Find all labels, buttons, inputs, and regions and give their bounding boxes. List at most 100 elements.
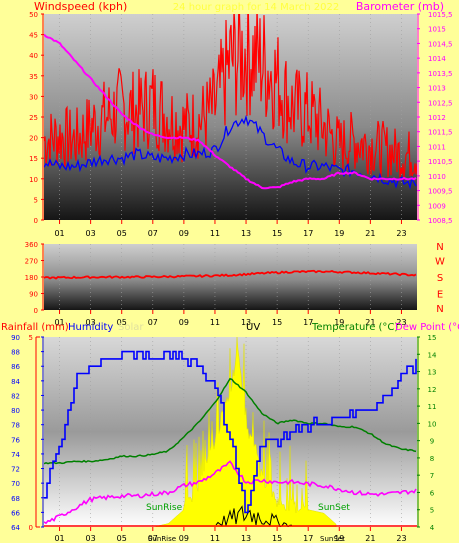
compass-label: E (437, 290, 443, 301)
pressure-tick-label: 1013 (428, 85, 446, 93)
compass-label: S (437, 273, 443, 284)
humidity-tick-label: 82 (11, 392, 20, 400)
hour-tick-label: 15 (272, 534, 282, 543)
chart-title: 24 hour graph for 14 March 2022 (173, 2, 339, 13)
hour-tick-label: 03 (86, 229, 96, 238)
wind-tick-label: 30 (29, 93, 38, 101)
sunrise-axis-marker: SunRise (148, 535, 176, 543)
hour-tick-label: 13 (241, 318, 251, 327)
humidity-tick-label: 78 (11, 422, 20, 430)
uv-series (215, 505, 292, 527)
direction-tick-label: 270 (25, 258, 38, 266)
hour-tick-label: 11 (210, 318, 220, 327)
hour-tick-label: 01 (54, 534, 64, 543)
hour-tick-label: 03 (86, 318, 96, 327)
hour-tick-label: 17 (303, 318, 313, 327)
hour-tick-label: 15 (272, 229, 282, 238)
rainfall-axis-title: Rainfall (mm) (1, 322, 69, 333)
hour-tick-label: 21 (365, 229, 375, 238)
wind-tick-label: 20 (29, 135, 38, 143)
humidity-tick-label: 88 (11, 349, 20, 357)
pressure-axis-ticks: 1008,5 1009 1009,5 1010 1010,5 1011 1011,5 1012… (417, 11, 453, 225)
wind-tick-label: 5 (34, 196, 38, 204)
temperature-axis-title: Temperature (°C) (311, 322, 398, 333)
wind-tick-label: 15 (29, 155, 38, 163)
hour-tick-label: 07 (148, 229, 158, 238)
direction-tick-label: 180 (25, 274, 38, 282)
rain-tick-label: 5 (29, 334, 33, 342)
temperature-tick-label: 5 (430, 507, 434, 515)
hour-tick-label: 23 (396, 229, 406, 238)
compass-label: W (435, 257, 445, 268)
hour-tick-label: 15 (272, 318, 282, 327)
hour-tick-label: 21 (365, 534, 375, 543)
humidity-tick-label: 90 (11, 334, 20, 342)
compass-label: N (436, 242, 443, 253)
hour-ticks-top: 01 03 05 07 09 11 13 15 17 19 21 23 (54, 220, 407, 238)
plot-area-top (44, 14, 417, 220)
hour-tick-label: 05 (117, 534, 127, 543)
temperature-tick-label: 14 (428, 351, 437, 359)
hour-ticks-bottom: 01 03 05 07 09 11 13 15 17 19 21 23 (54, 527, 407, 543)
hour-tick-label: 17 (303, 534, 313, 543)
dewpoint-series (44, 460, 417, 525)
temperature-tick-label: 4 (430, 524, 435, 532)
sunset-axis-marker: SunSet (320, 535, 345, 543)
pressure-tick-label: 1015,5 (428, 11, 453, 19)
humidity-tick-label: 80 (11, 407, 20, 415)
hour-tick-label: 13 (241, 534, 251, 543)
hour-tick-label: 01 (54, 229, 64, 238)
rain-tick-label: 0 (29, 524, 33, 532)
hour-tick-label: 05 (117, 229, 127, 238)
windspeed-series (44, 14, 417, 180)
solar-series (155, 337, 337, 527)
hour-tick-label: 17 (303, 229, 313, 238)
pressure-tick-label: 1011,5 (428, 129, 453, 137)
temperature-axis-ticks: 4 5 6 7 8 9 10 11 12 13 14 15 (417, 334, 437, 532)
pressure-tick-label: 1014,5 (428, 40, 453, 48)
hour-tick-label: 19 (334, 229, 344, 238)
temperature-tick-label: 7 (430, 472, 434, 480)
hour-tick-label: 07 (148, 534, 158, 543)
hour-tick-label: 23 (396, 534, 406, 543)
direction-axis-ticks: 0 90 180 270 360 (25, 241, 44, 315)
rain-axis-ticks: 05 (29, 334, 40, 532)
pressure-tick-label: 1013,5 (428, 70, 453, 78)
wind-tick-label: 50 (29, 11, 38, 19)
windspeed-axis-title: Windspeed (kph) (34, 0, 127, 13)
temperature-tick-label: 9 (430, 438, 434, 446)
direction-tick-label: 0 (34, 307, 38, 315)
pressure-tick-label: 1009,5 (428, 188, 453, 196)
humidity-tick-label: 84 (11, 378, 20, 386)
humidity-tick-label: 64 (11, 524, 20, 532)
temperature-tick-label: 8 (430, 455, 434, 463)
hour-tick-label: 09 (179, 534, 189, 543)
humidity-tick-label: 72 (11, 466, 20, 474)
sunset-label: SunSet (318, 503, 350, 513)
wind-tick-label: 25 (29, 114, 38, 122)
hour-tick-label: 05 (117, 318, 127, 327)
humidity-tick-label: 66 (11, 509, 20, 517)
hour-tick-label: 03 (86, 534, 96, 543)
hour-tick-label: 19 (334, 534, 344, 543)
hour-ticks-direction: 01 03 05 07 09 11 13 15 17 19 21 23 (54, 310, 407, 327)
humidity-title: Humidity (68, 322, 113, 333)
humidity-tick-label: 76 (11, 436, 20, 444)
pressure-tick-label: 1012 (428, 114, 446, 122)
hour-tick-label: 01 (54, 318, 64, 327)
hour-tick-label: 23 (396, 318, 406, 327)
barometer-axis-title: Barometer (mb) (356, 0, 444, 13)
series-bottom (44, 337, 417, 527)
humidity-axis-ticks: 64 66 68 70 72 74 76 78 80 82 84 86 88 90 (11, 334, 44, 532)
hour-tick-label: 21 (365, 318, 375, 327)
sunrise-label: SunRise (146, 503, 183, 513)
temperature-series (44, 377, 417, 465)
humidity-series (44, 350, 417, 514)
temperature-tick-label: 10 (428, 420, 437, 428)
direction-tick-label: 360 (25, 241, 38, 249)
hour-tick-label: 11 (210, 534, 220, 543)
compass-label: N (436, 304, 443, 315)
